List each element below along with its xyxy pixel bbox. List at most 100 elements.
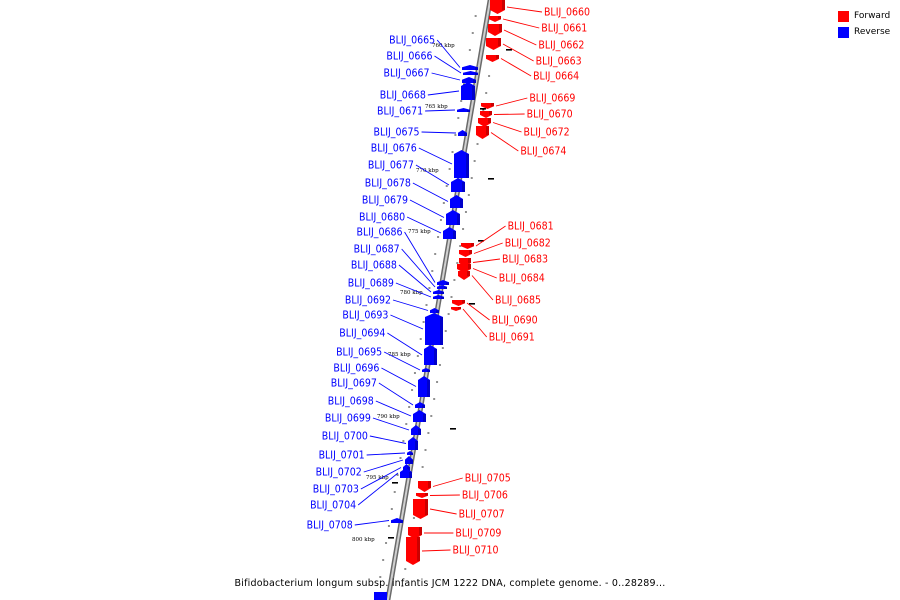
- gene-label-blij_0669[interactable]: BLIJ_0669: [529, 93, 575, 105]
- gene-label-blij_0691[interactable]: BLIJ_0691: [489, 332, 535, 344]
- gene-label-blij_0667[interactable]: BLIJ_0667: [384, 68, 430, 80]
- blij_0690-glyph[interactable]: [452, 300, 465, 306]
- gene-label-blij_0700[interactable]: BLIJ_0700: [322, 431, 368, 443]
- blij_0675-glyph[interactable]: [458, 130, 467, 136]
- gene-label-blij_0686[interactable]: BLIJ_0686: [356, 227, 402, 239]
- gene-label-blij_0663[interactable]: BLIJ_0663: [536, 56, 582, 68]
- blij_0671-glyph[interactable]: [457, 108, 470, 112]
- gene-label-blij_0679[interactable]: BLIJ_0679: [362, 195, 408, 207]
- blij_0708-glyph[interactable]: [391, 518, 403, 523]
- blij_0689-glyph[interactable]: [433, 295, 444, 299]
- gene-label-blij_0670[interactable]: BLIJ_0670: [527, 109, 573, 121]
- gene-label-blij_0710[interactable]: BLIJ_0710: [453, 545, 499, 557]
- blij_0694-glyph[interactable]: [424, 345, 437, 365]
- blij_0662-glyph[interactable]: [488, 24, 502, 36]
- gene-label-blij_0665[interactable]: BLIJ_0665: [389, 35, 435, 47]
- gene-label-blij_0677[interactable]: BLIJ_0677: [368, 160, 414, 172]
- blij_0710-glyph[interactable]: [406, 537, 420, 565]
- gene-label-blij_0695[interactable]: BLIJ_0695: [336, 347, 382, 359]
- gene-label-blij_0683[interactable]: BLIJ_0683: [502, 254, 548, 266]
- gene-label-blij_0660[interactable]: BLIJ_0660: [544, 7, 590, 19]
- gene-label-blij_0666[interactable]: BLIJ_0666: [386, 51, 432, 63]
- blij_0674-glyph[interactable]: [476, 126, 489, 139]
- blij_0688-glyph[interactable]: [433, 290, 444, 294]
- blij_0685-glyph[interactable]: [458, 271, 470, 280]
- blij_0660-glyph[interactable]: [490, 0, 505, 14]
- gene-label-blij_0684[interactable]: BLIJ_0684: [499, 273, 545, 285]
- blij_0682-glyph[interactable]: [459, 250, 472, 257]
- gene-label-blij_0664[interactable]: BLIJ_0664: [533, 71, 579, 83]
- blij_0664-glyph[interactable]: [486, 55, 499, 62]
- gene-label-blij_0709[interactable]: BLIJ_0709: [455, 528, 501, 540]
- gene-label-blij_0690[interactable]: BLIJ_0690: [492, 315, 538, 327]
- blij_0681-glyph[interactable]: [461, 243, 474, 249]
- blij_0686-glyph[interactable]: [437, 280, 449, 285]
- gene-label-blij_0661[interactable]: BLIJ_0661: [541, 23, 587, 35]
- gene-label-blij_0703[interactable]: BLIJ_0703: [313, 484, 359, 496]
- blij_0670-glyph[interactable]: [480, 111, 492, 118]
- gene-label-blij_0671[interactable]: BLIJ_0671: [377, 106, 423, 118]
- gene-label-blij_0698[interactable]: BLIJ_0698: [328, 396, 374, 408]
- gene-label-blij_0707[interactable]: BLIJ_0707: [459, 509, 505, 521]
- gene-label-blij_0704[interactable]: BLIJ_0704: [310, 500, 356, 512]
- gene-label-blij_0681[interactable]: BLIJ_0681: [508, 221, 554, 233]
- gene-label-blij_0680[interactable]: BLIJ_0680: [359, 212, 405, 224]
- gene-label-blij_0678[interactable]: BLIJ_0678: [365, 178, 411, 190]
- blij_0695-glyph[interactable]: [422, 368, 430, 372]
- gene-label-blij_0699[interactable]: BLIJ_0699: [325, 413, 371, 425]
- gene-label-blij_0693[interactable]: BLIJ_0693: [342, 310, 388, 322]
- gene-label-blij_0674[interactable]: BLIJ_0674: [520, 146, 566, 158]
- blij_0701-glyph[interactable]: [407, 451, 413, 455]
- gene-label-blij_0701[interactable]: BLIJ_0701: [319, 450, 365, 462]
- blij_0696-glyph[interactable]: [418, 376, 430, 397]
- gene-label-blij_0662[interactable]: BLIJ_0662: [538, 40, 584, 52]
- blij_0704-glyph[interactable]: [400, 468, 412, 478]
- blij_0680-glyph[interactable]: [443, 227, 456, 239]
- gene-label-blij_0697[interactable]: BLIJ_0697: [331, 378, 377, 390]
- blij_0691-glyph[interactable]: [451, 307, 461, 311]
- blij_0697-glyph[interactable]: [415, 402, 425, 408]
- blij_0663-glyph[interactable]: [486, 38, 501, 50]
- gene-label-blij_0688[interactable]: BLIJ_0688: [351, 260, 397, 272]
- gene-label-blij_0668[interactable]: BLIJ_0668: [380, 90, 426, 102]
- blij_0706-glyph[interactable]: [416, 493, 428, 498]
- blij_0684-glyph[interactable]: [457, 264, 471, 273]
- blij_0666-glyph[interactable]: [463, 71, 478, 75]
- blij_0679-glyph[interactable]: [446, 210, 460, 225]
- blij_0700-glyph[interactable]: [408, 437, 418, 450]
- blij_0687-glyph[interactable]: [437, 285, 447, 289]
- blij_0678-glyph[interactable]: [450, 195, 463, 208]
- blij_0669-glyph[interactable]: [481, 103, 494, 109]
- blij_0665-glyph[interactable]: [462, 65, 478, 70]
- gene-label-blij_0705[interactable]: BLIJ_0705: [465, 473, 511, 485]
- blij_0668-glyph[interactable]: [461, 82, 475, 100]
- blij_0698-glyph[interactable]: [413, 410, 426, 422]
- blij_0693-glyph[interactable]: [425, 313, 443, 345]
- gene-label-blij_0685[interactable]: BLIJ_0685: [495, 295, 541, 307]
- blij_0667-glyph[interactable]: [462, 77, 476, 83]
- blij_0705-glyph[interactable]: [418, 481, 431, 492]
- gene-label-blij_0694[interactable]: BLIJ_0694: [339, 328, 385, 340]
- gene-label-blij_0696[interactable]: BLIJ_0696: [333, 363, 379, 375]
- blij_0707-glyph[interactable]: [413, 499, 428, 519]
- gene-label-blij_0708[interactable]: BLIJ_0708: [307, 520, 353, 532]
- gene-label-blij_0672[interactable]: BLIJ_0672: [524, 127, 570, 139]
- blij_0692-glyph[interactable]: [430, 308, 439, 313]
- blij_0699-glyph[interactable]: [411, 425, 421, 435]
- gene-label-blij_0682[interactable]: BLIJ_0682: [505, 238, 551, 250]
- gene-label-blij_0687[interactable]: BLIJ_0687: [354, 244, 400, 256]
- gene-label-blij_0689[interactable]: BLIJ_0689: [348, 278, 394, 290]
- blij_0661-glyph[interactable]: [489, 16, 501, 22]
- blij_0702-glyph[interactable]: [405, 456, 413, 464]
- gene-label-blij_0676[interactable]: BLIJ_0676: [371, 143, 417, 155]
- blij_0676-glyph[interactable]: [454, 150, 469, 178]
- gene-label-blij_0692[interactable]: BLIJ_0692: [345, 295, 391, 307]
- gene-label-blij_0706[interactable]: BLIJ_0706: [462, 490, 508, 502]
- blij_0677-glyph[interactable]: [451, 178, 465, 192]
- gene-label-blij_0675[interactable]: BLIJ_0675: [373, 127, 419, 139]
- blij_0672-glyph[interactable]: [478, 118, 491, 127]
- gene-label-blij_0702[interactable]: BLIJ_0702: [316, 467, 362, 479]
- legend-label-reverse: Reverse: [854, 27, 891, 37]
- blij_0709-glyph[interactable]: [408, 527, 422, 539]
- leader-line: [406, 216, 442, 234]
